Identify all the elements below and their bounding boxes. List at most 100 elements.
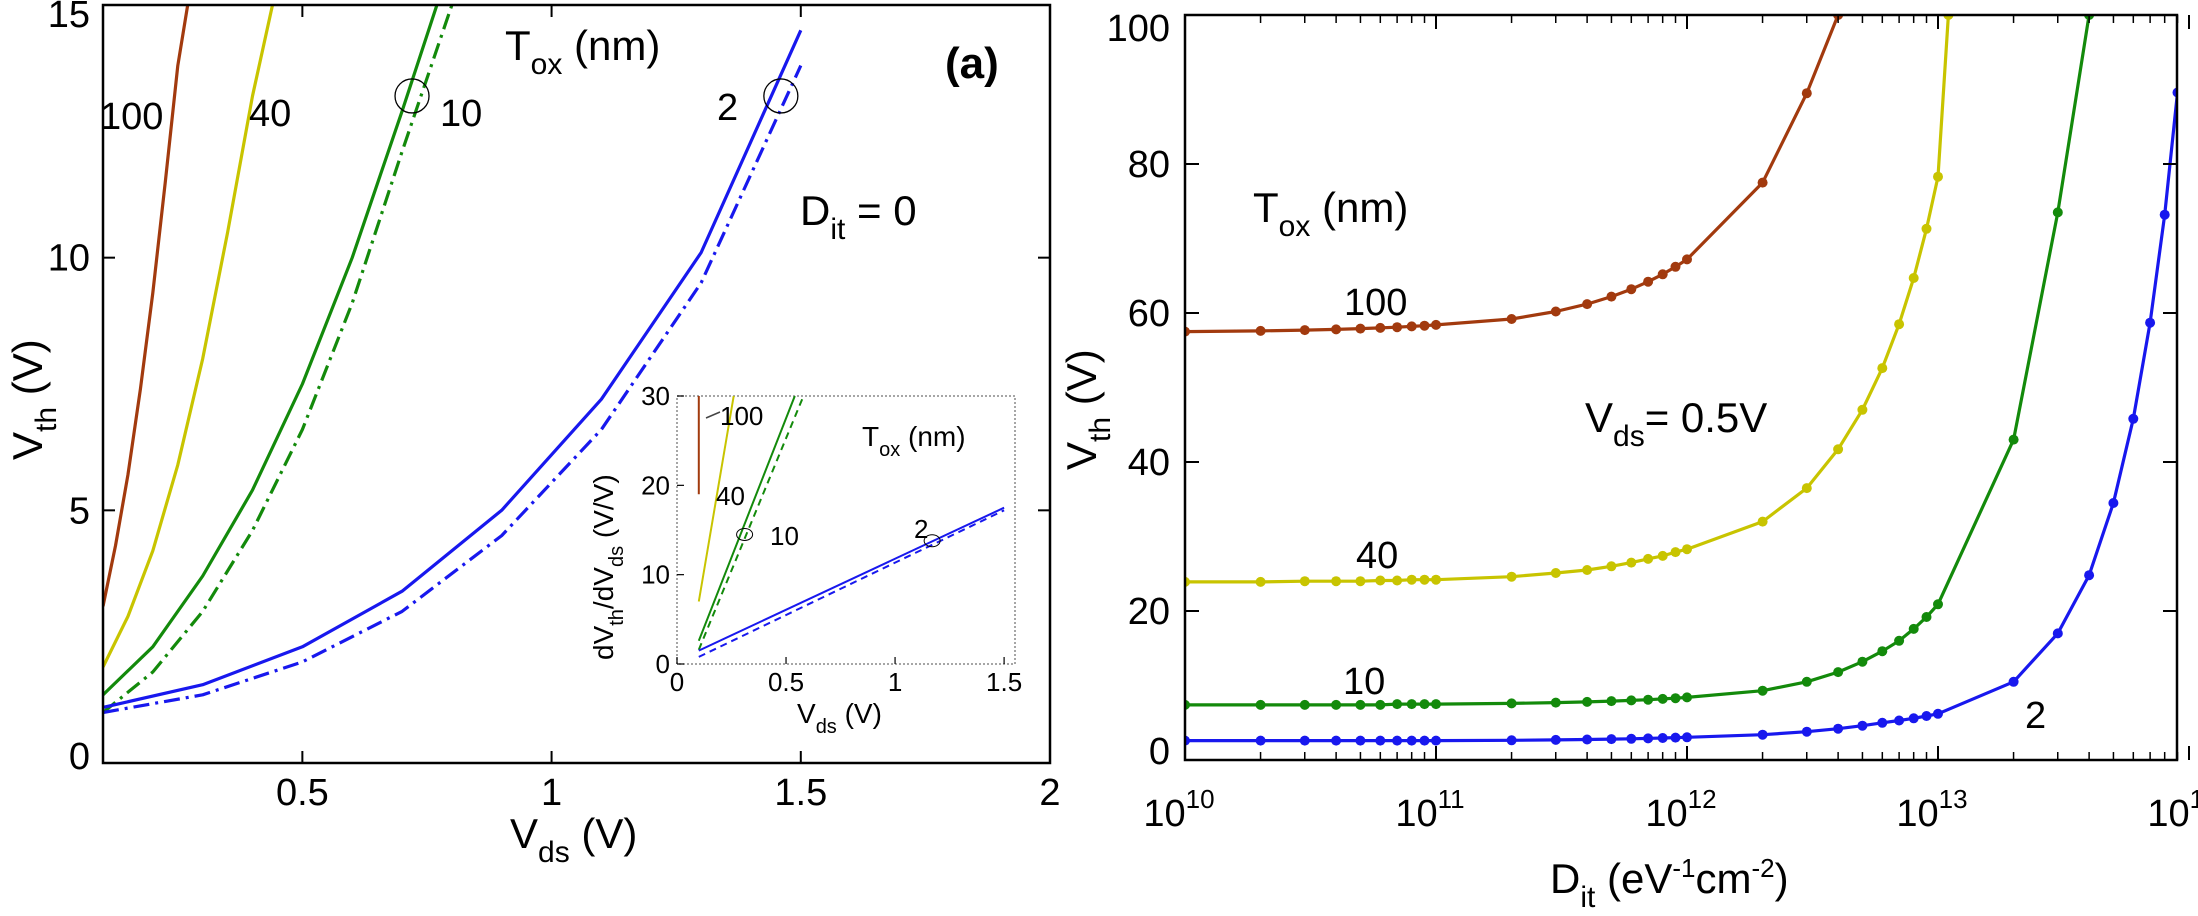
b-point-2-27 <box>1933 708 1943 719</box>
b-point-100-14 <box>1626 284 1637 295</box>
inset-yticks: 0 10 20 30 <box>641 381 684 679</box>
b-point-40-7 <box>1406 574 1417 585</box>
b-point-100-11 <box>1550 306 1561 317</box>
b-point-2-23 <box>1877 717 1888 728</box>
inset-highlight-circle-0 <box>736 527 754 541</box>
inset-series-2-4 <box>698 506 1005 652</box>
b-point-2-3 <box>1331 735 1342 746</box>
inset-markers <box>736 527 941 548</box>
inset-series-40-1 <box>697 396 735 602</box>
b-ytick-label-4: 80 <box>1128 144 1170 186</box>
b-point-10-4 <box>1355 699 1366 710</box>
b-point-100-5 <box>1375 322 1386 333</box>
a-xtick-label-0: 0.5 <box>276 772 329 814</box>
b-point-10-12 <box>1582 696 1593 707</box>
a-series-40-1 <box>103 5 275 668</box>
a-label-10: 10 <box>440 93 482 135</box>
b-point-40-1 <box>1255 576 1266 587</box>
a-ytick-label-2: 10 <box>48 238 90 280</box>
b-point-10-21 <box>1833 667 1844 678</box>
b-point-10-8 <box>1419 699 1430 710</box>
b-point-40-15 <box>1643 553 1654 564</box>
b-point-40-14 <box>1626 557 1637 568</box>
b-point-2-33 <box>2145 317 2156 328</box>
inset-series-10-3 <box>697 396 805 651</box>
b-point-10-14 <box>1626 695 1637 706</box>
b-point-100-7 <box>1406 321 1417 332</box>
b-point-10-9 <box>1431 699 1441 710</box>
b-series-40-1 <box>1185 15 1950 584</box>
panel-a-markers <box>394 78 799 114</box>
panel-b-yticks: 0 20 40 60 80 100 <box>1107 8 2177 773</box>
b-point-2-25 <box>1908 713 1919 724</box>
panel-b-vth-vs-dit: 1010 1011 1012 1013 1014 0 20 40 60 80 100 Tox (n… <box>1058 8 2198 914</box>
b-point-10-3 <box>1331 699 1342 710</box>
b-point-2-18 <box>1682 732 1692 743</box>
b-point-2-29 <box>2052 628 2063 639</box>
inset-label-100: 100 <box>720 401 763 431</box>
b-point-2-9 <box>1431 735 1441 746</box>
panel-b-curves <box>1185 15 2177 746</box>
a-highlight-circle-1 <box>763 78 799 114</box>
b-point-10-13 <box>1606 696 1617 707</box>
b-point-40-25 <box>1908 273 1919 283</box>
b-ytick-label-5: 100 <box>1107 8 1170 50</box>
b-point-100-12 <box>1582 299 1593 310</box>
inset-label-2: 2 <box>914 514 928 544</box>
b-ytick-label-0: 0 <box>1149 731 1170 773</box>
b-point-100-2 <box>1299 325 1310 336</box>
a-ytick-label-0: 0 <box>69 736 90 778</box>
b-point-2-19 <box>1757 729 1768 740</box>
b-label-10: 10 <box>1343 661 1385 703</box>
b-label-100: 100 <box>1344 282 1407 324</box>
inset-series-2-5 <box>698 509 1005 658</box>
inset-curves <box>697 396 1005 658</box>
b-series-2-3 <box>1185 84 2177 743</box>
panel-b-frame <box>1183 13 2179 762</box>
b-xtick-label-3: 1013 <box>1896 784 1967 835</box>
panel-a-inset: 0 0.5 1 1.5 0 10 20 30 100 40 10 2 Tox (nm) Vd… <box>588 381 1022 738</box>
b-point-100-15 <box>1643 276 1654 287</box>
b-point-40-5 <box>1375 575 1386 586</box>
panel-a-xticks: 0.5 1 1.5 2 <box>276 5 1061 814</box>
b-point-100-3 <box>1331 324 1342 335</box>
inset-ytick-label-0: 0 <box>656 649 670 679</box>
b-point-2-4 <box>1355 735 1366 746</box>
b-point-10-23 <box>1877 646 1888 657</box>
b-point-2-14 <box>1626 733 1637 744</box>
b-point-100-16 <box>1657 269 1668 280</box>
a-label-100: 100 <box>100 96 163 138</box>
b-series-100-0 <box>1185 15 1840 334</box>
b-point-100-10 <box>1506 314 1517 324</box>
b-point-40-11 <box>1550 568 1561 578</box>
b-ytick-label-2: 40 <box>1128 442 1170 484</box>
b-point-10-28 <box>2008 434 2019 445</box>
inset-label-40: 40 <box>716 481 745 511</box>
b-point-10-25 <box>1908 623 1919 634</box>
b-ytick-label-1: 20 <box>1128 591 1170 633</box>
b-point-40-16 <box>1657 550 1668 561</box>
a-dit-annotation: Dit = 0 <box>800 187 917 246</box>
b-point-40-26 <box>1921 223 1932 234</box>
a-series-2-4 <box>103 29 803 709</box>
b-point-2-31 <box>2108 498 2119 508</box>
a-xtick-label-1: 1 <box>541 772 562 814</box>
a-highlight-circle-0 <box>394 78 430 114</box>
inset-label-100-leader <box>705 411 721 419</box>
panel-a-frame <box>101 3 1052 765</box>
inset-ytick-label-3: 30 <box>641 381 670 411</box>
inset-xtick-label-2: 1 <box>888 667 902 697</box>
b-ytick-label-3: 60 <box>1128 293 1170 335</box>
b-point-40-23 <box>1877 363 1888 374</box>
b-ylabel: Vth (V) <box>1058 349 1117 470</box>
b-point-40-12 <box>1582 565 1593 575</box>
b-point-10-26 <box>1921 612 1932 622</box>
b-point-100-17 <box>1670 261 1681 272</box>
inset-ytick-label-2: 20 <box>641 470 670 500</box>
a-legend-title: Tox (nm) <box>505 22 660 81</box>
a-xtick-label-3: 2 <box>1039 772 1060 814</box>
inset-ylabel: dVth/dVds (V/V) <box>588 474 628 660</box>
